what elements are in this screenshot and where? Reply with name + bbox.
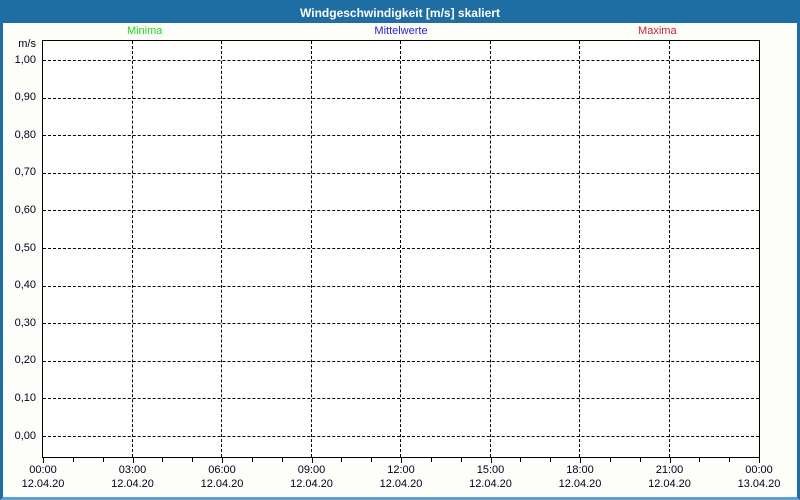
y-tick-label: 0,00 [14,429,36,442]
gridline-vertical [400,41,401,457]
x-tick-time-label: 18:00 [566,464,594,476]
x-axis-tick [759,458,760,463]
title-bar: Windgeschwindigkeit [m/s] skaliert [3,3,797,23]
x-axis-tick [401,458,402,463]
page-title: Windgeschwindigkeit [m/s] skaliert [300,6,500,20]
x-axis-tick [192,458,194,462]
y-tick-label: 1,00 [14,53,36,66]
x-tick-date-label: 12.04.20 [558,478,602,490]
x-axis-tick [222,458,223,463]
x-tick-date-label: 13.04.20 [737,478,781,490]
x-tick-time-label: 15:00 [476,464,505,476]
gridline-horizontal [43,285,759,287]
x-tick-time-label: 09:00 [297,464,326,476]
legend-item: Minima [126,25,163,37]
x-axis-tick [132,458,134,463]
y-tick-label: 0,10 [14,391,36,404]
x-axis-tick [520,458,522,462]
x-tick-date-label: 12.04.20 [290,478,333,490]
gridline-horizontal [43,210,759,212]
gridline-vertical [131,41,133,457]
gridline-horizontal [43,398,759,400]
gridline-vertical [489,41,491,457]
legend: Minima Mittelwerte Maxima [42,23,760,39]
x-axis-tick [43,458,44,463]
x-tick-date-label: 12.04.20 [469,478,512,490]
x-axis-tick [699,458,701,462]
x-axis-tick [371,458,373,462]
x-tick-date-label: 12.04.20 [111,478,154,490]
x-axis-tick [580,458,581,463]
legend-item: Mittelwerte [374,25,428,37]
x-tick-date-label: 12.04.20 [648,478,691,490]
x-axis-tick [669,458,671,463]
x-axis-tick [639,458,641,462]
chart-stage: Minima Mittelwerte Maxima m/s 1,00 0,90 0,80… [3,23,797,497]
x-tick-time-label: 21:00 [655,464,684,476]
y-tick-label: 0,50 [14,241,36,254]
x-axis-labels: 00:00 12.04.20 03:00 12.04.20 06:00 12.04.20 0… [22,464,781,494]
x-axis-tick [162,458,164,462]
x-tick-date-label: 12.04.20 [379,478,423,490]
x-axis-tick [550,458,552,462]
x-axis-ticks [42,458,760,464]
x-axis-tick [729,458,731,462]
x-axis-tick [341,458,343,462]
y-tick-label: 0,70 [14,166,36,179]
x-axis-tick [251,458,253,462]
gridline-horizontal [43,97,759,99]
x-tick-time-label: 00:00 [745,464,773,476]
y-tick-label: 0,40 [14,279,36,292]
gridline-horizontal [43,172,759,174]
gridline-vertical [221,41,222,457]
y-tick-label: 0,80 [14,128,36,141]
y-tick-label: 0,90 [14,91,36,104]
gridline-horizontal [43,360,759,362]
y-tick-label: 0,60 [14,203,36,216]
y-axis-labels: m/s 1,00 0,90 0,80 0,70 0,60 0,50 0,40 0,30 0,20… [3,23,39,497]
gridline-vertical [310,41,312,457]
y-axis-unit-label: m/s [18,38,36,50]
x-axis-tick [460,458,462,462]
gridline-horizontal [43,60,759,61]
legend-item: Maxima [638,25,677,37]
gridline-vertical [579,41,580,457]
x-axis-tick [281,458,283,462]
plot-area [42,40,760,458]
gridline-horizontal [43,436,759,437]
x-tick-date-label: 12.04.20 [21,478,65,490]
gridline-horizontal [43,135,759,137]
y-tick-label: 0,30 [14,316,36,329]
x-tick-date-label: 12.04.20 [200,478,244,490]
x-axis-tick [102,458,104,462]
x-axis-tick [609,458,611,462]
x-axis-tick [311,458,313,463]
x-axis-tick [72,458,74,462]
x-tick-time-label: 12:00 [387,464,415,476]
gridline-vertical [668,41,670,457]
gridline-horizontal [43,248,759,249]
y-tick-label: 0,20 [14,354,36,367]
x-axis-tick [430,458,432,462]
gridline-horizontal [43,323,759,325]
x-tick-time-label: 03:00 [118,464,147,476]
x-tick-time-label: 00:00 [29,464,57,476]
x-tick-time-label: 06:00 [208,464,236,476]
x-axis-tick [490,458,492,463]
